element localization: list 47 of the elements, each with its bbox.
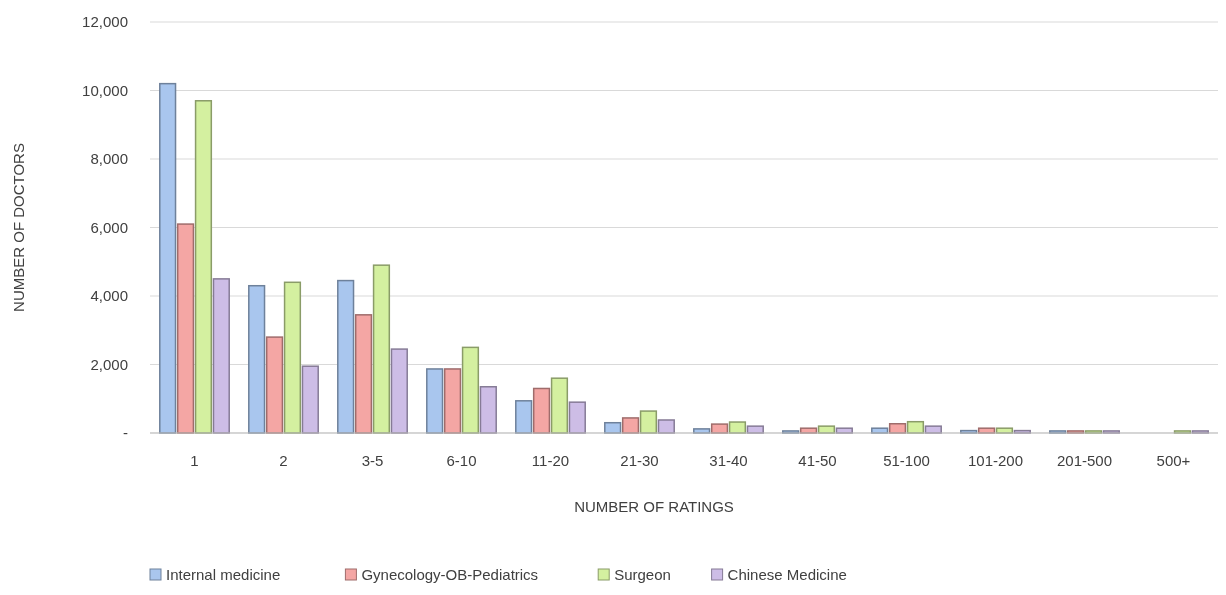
x-tick-label: 201-500 bbox=[1056, 452, 1113, 469]
bar bbox=[621, 417, 640, 434]
x-tick-label: 6-10 bbox=[446, 452, 477, 469]
bar bbox=[176, 223, 195, 434]
bar bbox=[248, 284, 266, 434]
bar bbox=[372, 264, 391, 434]
x-axis-title: NUMBER OF RATINGS bbox=[574, 498, 734, 515]
x-tick-label: 11-20 bbox=[531, 452, 570, 469]
bar bbox=[639, 410, 658, 434]
bar bbox=[194, 100, 213, 434]
y-tick-label: 2,000 bbox=[90, 355, 128, 373]
x-tick-label: 500+ bbox=[1156, 452, 1191, 469]
x-tick-label: 41-50 bbox=[798, 452, 837, 469]
legend-label: Gynecology-OB-Pediatrics bbox=[361, 566, 539, 583]
bar bbox=[159, 82, 177, 434]
y-axis-title: NUMBER OF DOCTORS bbox=[10, 143, 27, 312]
bar bbox=[479, 386, 497, 434]
y-tick-label: 10,000 bbox=[82, 81, 128, 99]
bar bbox=[443, 368, 462, 434]
bar bbox=[550, 377, 569, 434]
y-tick-label: 12,000 bbox=[82, 13, 128, 31]
y-tick-label: 4,000 bbox=[90, 287, 128, 305]
legend-label: Surgeon bbox=[614, 566, 671, 583]
legend-label: Internal medicine bbox=[166, 566, 281, 583]
x-tick-label: 1 bbox=[190, 452, 199, 469]
x-tick-label: 3-5 bbox=[361, 452, 384, 469]
bar bbox=[337, 279, 355, 434]
bar bbox=[426, 368, 444, 434]
y-tick-label: 6,000 bbox=[90, 218, 128, 236]
legend-label: Chinese Medicine bbox=[727, 566, 847, 583]
bar bbox=[212, 278, 230, 434]
bar bbox=[568, 401, 586, 434]
bar bbox=[283, 281, 302, 434]
y-tick-label: - bbox=[123, 424, 128, 442]
x-tick-label: 31-40 bbox=[709, 452, 748, 469]
x-tick-label: 21-30 bbox=[620, 452, 659, 469]
x-tick-label: 101-200 bbox=[967, 452, 1024, 469]
bar bbox=[532, 387, 551, 434]
bar bbox=[515, 400, 533, 434]
bar bbox=[390, 348, 408, 434]
bar bbox=[354, 314, 373, 434]
x-tick-label: 2 bbox=[279, 452, 288, 469]
bar bbox=[265, 336, 284, 434]
bar bbox=[301, 365, 319, 434]
x-tick-label: 51-100 bbox=[883, 452, 930, 469]
y-tick-label: 8,000 bbox=[90, 150, 128, 168]
bar bbox=[461, 346, 480, 434]
